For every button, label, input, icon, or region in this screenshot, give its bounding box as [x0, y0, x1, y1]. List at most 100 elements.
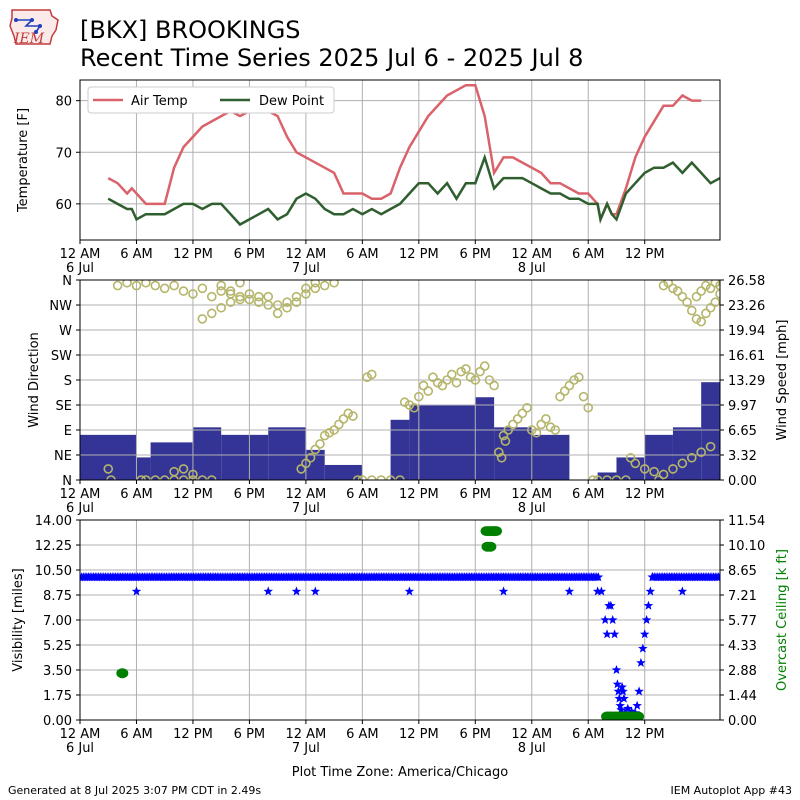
- wind-direction-point: [705, 441, 716, 452]
- wind-direction-point: [225, 297, 236, 308]
- wind-direction-point: [668, 464, 678, 474]
- wind-direction-point: [672, 286, 683, 296]
- vis-xtick-sublabel: 7 Jul: [292, 741, 320, 756]
- wind-xtick-sublabel: 7 Jul: [292, 501, 320, 516]
- wind-direction-point: [169, 466, 179, 477]
- wind-direction-point: [701, 308, 711, 319]
- wind-ytick-right-label: 9.97: [728, 399, 757, 414]
- wind-direction-point: [357, 475, 368, 480]
- vis-xtick-label: 6 PM: [460, 727, 491, 742]
- wind-direction-point: [291, 291, 302, 302]
- wind-ytick-label: NE: [54, 449, 72, 464]
- wind-speed-bar: [221, 434, 269, 480]
- legend-box: [87, 86, 335, 114]
- wind-xtick-label: 6 AM: [346, 487, 379, 502]
- wind-direction-point: [282, 297, 292, 308]
- vis-ytick-right-label: 5.77: [728, 614, 757, 629]
- wind-direction-point: [686, 452, 697, 463]
- wind-direction-point: [136, 475, 146, 480]
- wind-direction-point: [263, 291, 274, 302]
- wind-direction-point: [409, 402, 419, 413]
- wind-direction-point: [715, 280, 720, 291]
- vis-ytick-label: 1.75: [43, 689, 72, 704]
- vis-ytick-right-label: 10.10: [728, 539, 765, 554]
- vis-xlabel: Plot Time Zone: America/Chicago: [292, 765, 508, 780]
- wind-ytick-right-label: 0.00: [728, 474, 757, 489]
- vis-ytick-right-label: 1.44: [728, 689, 757, 704]
- wind-xtick-sublabel: 6 Jul: [66, 501, 94, 516]
- wind-direction-point: [399, 397, 410, 408]
- temp-xtick-label: 12 AM: [511, 247, 552, 262]
- wind-direction-point: [131, 280, 142, 291]
- visibility-point: [263, 586, 273, 596]
- temp-ytick-label: 80: [55, 95, 72, 110]
- wind-ylabel-right: Wind Speed [mph]: [775, 320, 790, 441]
- wind-direction-point: [366, 369, 377, 380]
- wind-direction-point: [103, 464, 114, 474]
- wind-direction-point: [602, 475, 612, 480]
- visibility-point: [617, 682, 627, 692]
- wind-speed-bar: [150, 442, 193, 480]
- wind-direction-point: [654, 475, 664, 480]
- vis-ytick-label: 7.00: [43, 614, 72, 629]
- vis-frame: [79, 519, 721, 721]
- temp-ytick-label: 60: [55, 198, 72, 213]
- wind-direction-point: [366, 475, 377, 480]
- visibility-point: [636, 657, 646, 667]
- wind-direction-point: [550, 425, 561, 435]
- wind-ytick-right-label: 3.32: [728, 449, 757, 464]
- wind-direction-point: [141, 280, 151, 288]
- wind-direction-point: [649, 466, 659, 477]
- wind-direction-point: [301, 289, 311, 299]
- wind-direction-point: [362, 372, 372, 383]
- wind-direction-point: [446, 369, 457, 380]
- wind-direction-point: [352, 475, 363, 480]
- wind-speed-bar: [531, 434, 570, 480]
- wind-direction-point: [621, 475, 631, 480]
- wind-direction-point: [465, 372, 476, 383]
- wind-direction-point: [206, 308, 217, 319]
- wind-direction-point: [159, 283, 170, 294]
- wind-ylabel: Wind Direction: [27, 332, 42, 428]
- legend-label-dew-point: Dew Point: [259, 94, 324, 109]
- wind-xtick-label: 12 PM: [399, 487, 439, 502]
- wind-direction-point: [263, 300, 274, 310]
- wind-speed-bar: [192, 427, 222, 480]
- wind-direction-point: [197, 283, 208, 294]
- wind-direction-point: [696, 316, 706, 327]
- temp-ytick-label: 70: [55, 146, 72, 161]
- wind-direction-point: [512, 414, 523, 424]
- wind-direction-point: [334, 419, 344, 430]
- wind-direction-point: [106, 475, 116, 480]
- wind-speed-bar: [390, 419, 410, 480]
- wind-direction-point: [705, 302, 716, 313]
- wind-direction-point: [188, 289, 198, 299]
- wind-direction-point: [296, 464, 306, 474]
- visibility-point: [404, 586, 415, 596]
- wind-xtick-label: 12 AM: [285, 487, 326, 502]
- visibility-point: [615, 700, 625, 710]
- wind-direction-point: [639, 464, 650, 474]
- visibility-point: [291, 586, 302, 596]
- wind-direction-point: [324, 427, 335, 438]
- wind-direction-point: [150, 280, 161, 291]
- wind-direction-point: [484, 375, 495, 385]
- wind-direction-point: [461, 364, 471, 374]
- wind-direction-point: [319, 430, 330, 441]
- wind-direction-point: [696, 447, 706, 458]
- temp-ylabel: Temperature [F]: [16, 108, 31, 213]
- wind-ytick-label: N: [62, 274, 72, 289]
- wind-direction-point: [272, 308, 283, 319]
- temp-frame: [79, 79, 721, 241]
- visibility-point: [600, 615, 610, 624]
- wind-direction-point: [503, 425, 514, 435]
- wind-speed-bars: [80, 382, 720, 480]
- wind-direction-point: [404, 400, 415, 410]
- vis-ytick-label: 5.25: [43, 639, 72, 654]
- wind-xtick-label: 6 PM: [234, 487, 265, 502]
- wind-direction-point: [310, 280, 321, 288]
- wind-direction-point: [301, 458, 311, 469]
- page-title: [BKX] BROOKINGS: [80, 16, 301, 44]
- visibility-point: [592, 586, 603, 596]
- wind-direction-point: [686, 305, 697, 316]
